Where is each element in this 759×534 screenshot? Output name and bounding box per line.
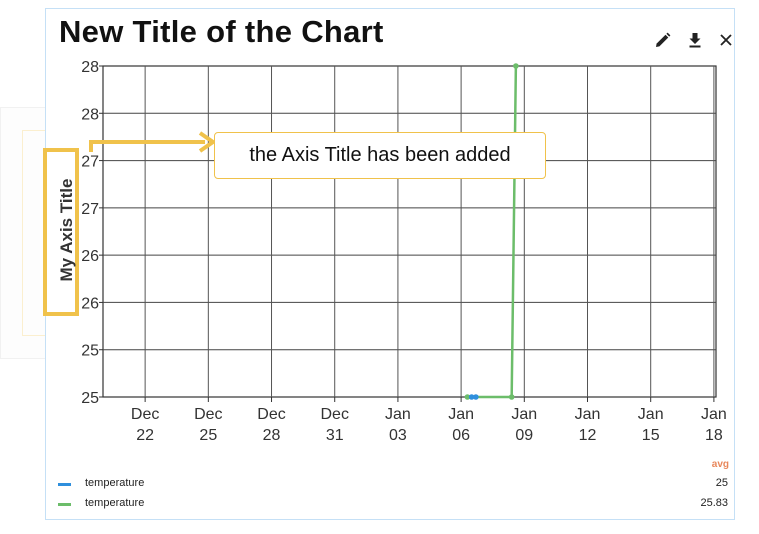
x-tick-label: 28 — [263, 427, 281, 444]
series-line — [467, 65, 518, 399]
plot-frame — [102, 65, 717, 398]
data-point — [464, 394, 471, 400]
y-tick-label: 25 — [81, 390, 99, 407]
x-tick-label: Jan — [638, 406, 664, 423]
chart-title: New Title of the Chart — [59, 14, 384, 49]
legend-stat-header: avg — [711, 459, 729, 470]
close-icon[interactable] — [716, 30, 736, 50]
x-tick-label: 18 — [705, 427, 723, 444]
x-tick-label: Dec — [131, 406, 159, 423]
y-tick-label: 27 — [81, 154, 99, 171]
y-tick-label: 26 — [81, 248, 99, 265]
x-tick-label: Dec — [194, 406, 222, 423]
legend-label: temperature — [85, 497, 145, 509]
data-point — [508, 394, 515, 400]
x-tick-label: 25 — [199, 427, 217, 444]
legend-label: temperature — [85, 477, 145, 489]
x-tick-label: 06 — [452, 427, 470, 444]
x-tick-label: Jan — [701, 406, 727, 423]
y-axis-title: My Axis Title — [57, 178, 76, 282]
callout-arrowhead — [198, 131, 217, 153]
y-tick-label: 25 — [81, 343, 99, 360]
legend-value: 25 — [715, 477, 728, 489]
data-point — [468, 394, 475, 400]
axis-title-highlight — [43, 148, 79, 316]
pencil-icon[interactable] — [653, 30, 673, 50]
y-tick-label: 28 — [81, 59, 99, 76]
download-icon[interactable] — [685, 30, 705, 50]
x-tick-label: 12 — [579, 427, 597, 444]
x-tick-label: 09 — [515, 427, 533, 444]
x-tick-label: 22 — [136, 427, 154, 444]
x-tick-label: Jan — [385, 406, 411, 423]
x-tick-label: Dec — [257, 406, 285, 423]
x-tick-label: 15 — [642, 427, 660, 444]
x-tick-label: 03 — [389, 427, 407, 444]
chart-card — [45, 8, 735, 520]
data-point — [473, 394, 479, 400]
callout-arrow — [89, 140, 205, 152]
legend-swatch — [58, 483, 71, 486]
y-tick-label: 26 — [81, 295, 99, 312]
y-tick-label: 27 — [81, 201, 99, 218]
legend-item[interactable]: temperature 25 — [58, 477, 728, 491]
legend-item[interactable]: temperature 25.83 — [58, 497, 728, 511]
x-tick-label: Jan — [511, 406, 537, 423]
x-tick-label: Dec — [320, 406, 348, 423]
y-tick-label: 28 — [81, 106, 99, 123]
data-point — [513, 63, 519, 69]
legend-swatch — [58, 503, 71, 506]
legend-value: 25.83 — [700, 497, 728, 509]
x-tick-label: 31 — [326, 427, 344, 444]
x-tick-label: Jan — [575, 406, 601, 423]
annotation-callout: the Axis Title has been added — [214, 132, 546, 179]
x-tick-label: Jan — [448, 406, 474, 423]
